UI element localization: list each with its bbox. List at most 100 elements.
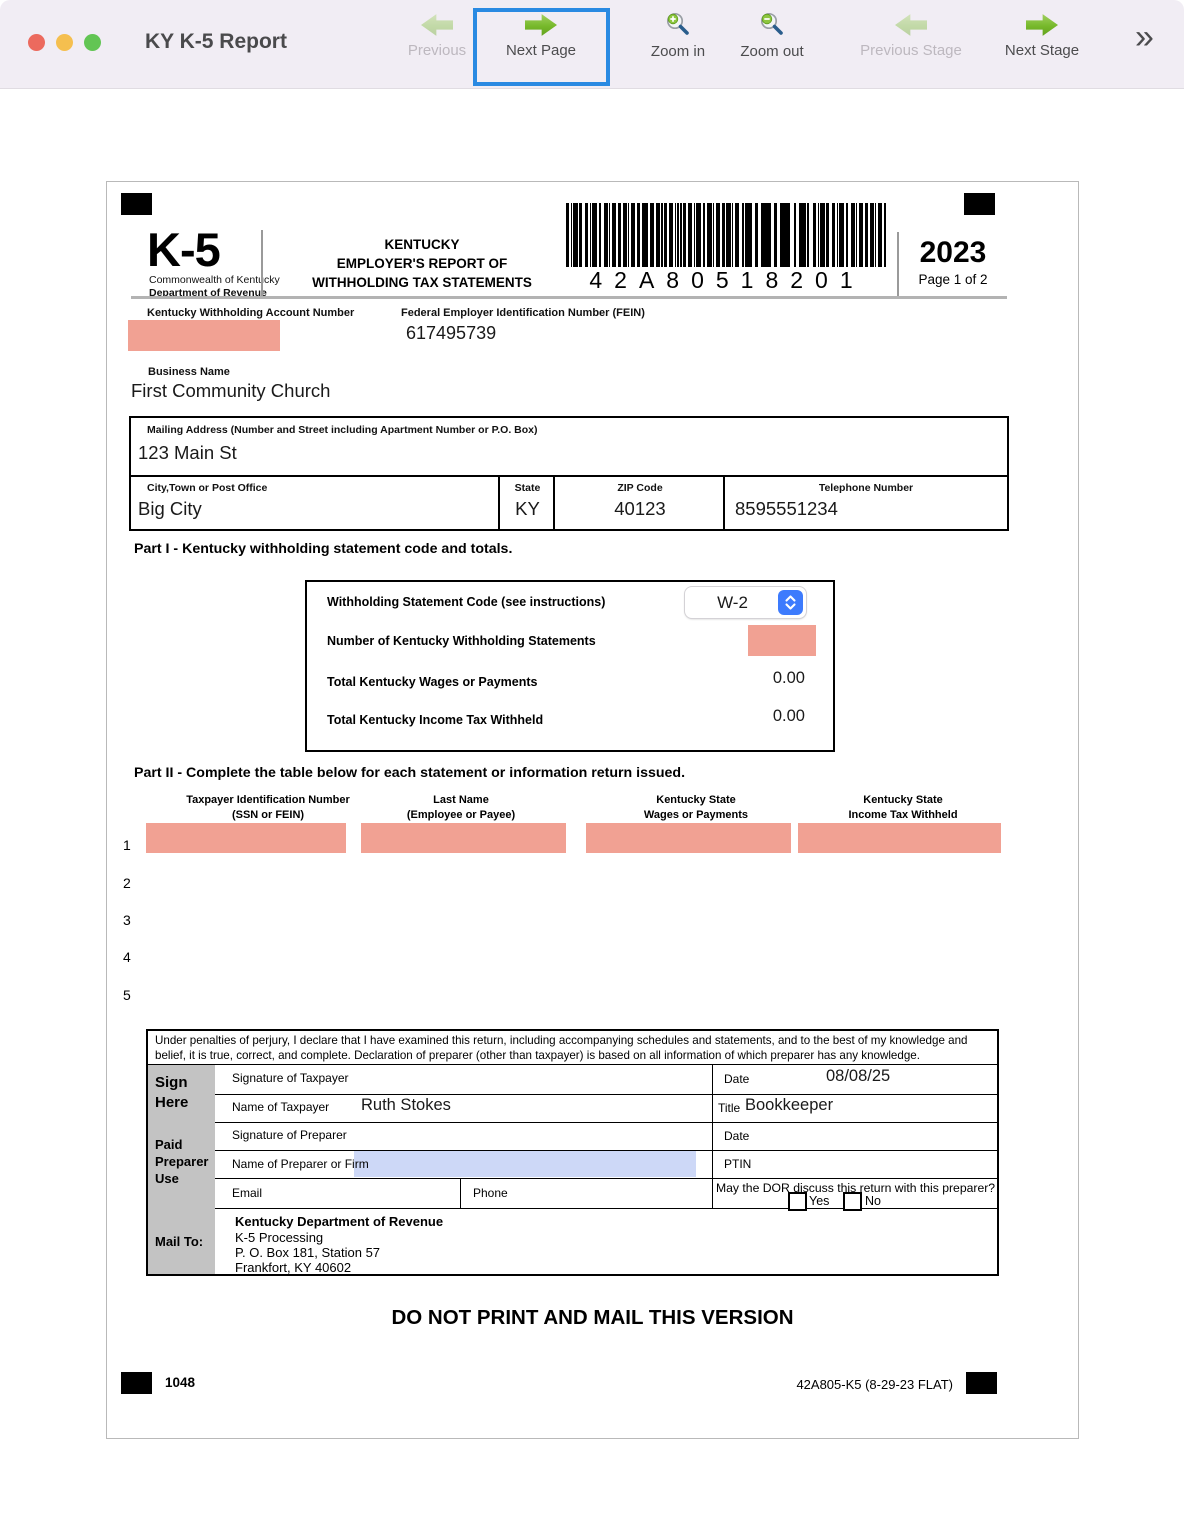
phone-value[interactable]: 8595551234 (735, 498, 838, 519)
part1-row3-label: Total Kentucky Wages or Payments (327, 675, 538, 689)
zoom-out-label: Zoom out (740, 43, 804, 60)
zoom-in-label: Zoom in (650, 43, 706, 60)
row1-ssn-field-redacted[interactable] (146, 823, 346, 853)
registration-mark (121, 1372, 152, 1394)
part2-col2-header: Last Name (Employee or Payee) (406, 794, 516, 821)
sign-here-label: Sign Here (155, 1074, 189, 1111)
row-divider (215, 1150, 997, 1151)
signature-box: Under penalties of perjury, I declare th… (146, 1029, 999, 1276)
zip-value[interactable]: 40123 (614, 498, 666, 519)
previous-page-label: Previous (407, 42, 467, 59)
city-label: City,Town or Post Office (147, 482, 268, 494)
minimize-button[interactable] (56, 34, 73, 51)
zoom-in-button[interactable]: Zoom in (628, 0, 728, 88)
name-of-taxpayer-label: Name of Taxpayer (232, 1100, 330, 1114)
mailing-address-value[interactable]: 123 Main St (138, 442, 237, 463)
statement-code-select[interactable]: W-2 (685, 587, 806, 618)
arrow-left-icon (421, 14, 453, 36)
row1-lastname-field-redacted[interactable] (361, 823, 566, 853)
mailing-address-label: Mailing Address (Number and Street inclu… (147, 424, 538, 436)
row-number: 4 (123, 949, 131, 965)
email-label: Email (232, 1186, 263, 1200)
total-wages-value[interactable]: 0.00 (772, 669, 805, 687)
next-page-button[interactable]: Next Page (486, 0, 596, 88)
date-label: Date (724, 1072, 750, 1086)
close-button[interactable] (28, 34, 45, 51)
city-value[interactable]: Big City (138, 498, 202, 519)
signature-of-preparer-label: Signature of Preparer (232, 1128, 347, 1142)
row-number: 2 (123, 875, 131, 891)
arrow-right-icon (525, 14, 557, 36)
row-divider (148, 1064, 997, 1065)
column-divider (712, 1064, 713, 1208)
previous-page-button[interactable]: Previous (382, 0, 492, 88)
form-title: KENTUCKY EMPLOYER'S REPORT OF WITHHOLDIN… (277, 235, 567, 292)
row1-wages-field-redacted[interactable] (586, 823, 791, 853)
row-divider (215, 1122, 997, 1123)
mail-address-line: Frankfort, KY 40602 (235, 1260, 352, 1275)
statement-count-field-redacted[interactable] (748, 625, 816, 656)
name-of-preparer-label: Name of Preparer or Firm (232, 1157, 369, 1171)
ptin-label: PTIN (724, 1157, 752, 1171)
arrow-right-icon (1026, 14, 1058, 36)
row-divider (215, 1178, 997, 1179)
preparer-name-input-highlighted[interactable] (354, 1151, 696, 1177)
form-title-line1: KENTUCKY (384, 237, 460, 252)
title-value[interactable]: Bookkeeper (745, 1096, 834, 1114)
header-divider (261, 230, 263, 296)
footer-code-right: 42A805-K5 (8-29-23 FLAT) (796, 1377, 953, 1392)
zip-cell: ZIP Code 40123 (553, 477, 725, 529)
toolbar-overflow-icon[interactable]: » (1135, 18, 1154, 56)
footer-code-left: 1048 (165, 1375, 196, 1390)
header-rule (131, 296, 1007, 299)
row-divider (215, 1094, 997, 1095)
row1-withheld-field-redacted[interactable] (798, 823, 1001, 853)
part2-col4-header: Kentucky State Income Tax Withheld (848, 794, 958, 821)
dor-yes-label: Yes (809, 1194, 830, 1208)
mail-address-line: P. O. Box 181, Station 57 (235, 1245, 381, 1260)
name-of-taxpayer-value[interactable]: Ruth Stokes (361, 1096, 451, 1114)
dor-yes-checkbox[interactable] (788, 1192, 807, 1211)
dor-no-checkbox[interactable] (843, 1192, 862, 1211)
part2-col1-header: Taxpayer Identification Number (SSN or FE… (186, 794, 350, 821)
form-title-line3: WITHHOLDING TAX STATEMENTS (312, 275, 532, 290)
barcode (566, 203, 886, 267)
registration-mark (964, 193, 995, 215)
previous-stage-button[interactable]: Previous Stage (846, 0, 976, 88)
next-stage-button[interactable]: Next Stage (982, 0, 1102, 88)
part1-row1-label: Withholding Statement Code (see instruct… (327, 595, 606, 609)
title-label: Title (718, 1101, 741, 1115)
signature-gray-column: Sign Here Paid Preparer Use Mail To: (148, 1064, 215, 1274)
do-not-print-warning: DO NOT PRINT AND MAIL THIS VERSION (391, 1306, 794, 1329)
row-number: 1 (123, 837, 131, 853)
account-number-label: Kentucky Withholding Account Number (147, 307, 355, 319)
row-number: 3 (123, 912, 131, 928)
zoom-in-icon (666, 12, 689, 35)
mail-address-line: K-5 Processing (235, 1230, 324, 1245)
perjury-statement: Under penalties of perjury, I declare th… (155, 1034, 968, 1062)
business-name-value[interactable]: First Community Church (131, 380, 331, 401)
page-indicator: Page 1 of 2 (918, 272, 988, 287)
account-number-field-redacted[interactable] (128, 320, 280, 351)
form-title-line2: EMPLOYER'S REPORT OF (336, 256, 508, 271)
form-year: 2023 (919, 236, 987, 269)
state-label: State (514, 482, 541, 494)
state-value[interactable]: KY (515, 498, 540, 519)
part2-col3-header: Kentucky State Wages or Payments (643, 794, 749, 821)
zoom-out-icon (760, 12, 783, 35)
fein-label: Federal Employer Identification Number (… (401, 307, 645, 319)
total-tax-withheld-value[interactable]: 0.00 (772, 707, 805, 725)
part1-row2-label: Number of Kentucky Withholding Statement… (327, 634, 596, 648)
select-stepper-icon[interactable] (778, 590, 803, 615)
k5-form-page: K-5 Commonwealth of Kentucky Department … (106, 181, 1079, 1439)
registration-mark (966, 1372, 997, 1394)
arrow-left-icon (895, 14, 927, 36)
fullscreen-button[interactable] (84, 34, 101, 51)
zoom-out-button[interactable]: Zoom out (722, 0, 822, 88)
mail-to-label: Mail To: (155, 1234, 204, 1249)
row-number: 5 (123, 987, 131, 1003)
date-value[interactable]: 08/08/25 (826, 1067, 891, 1085)
preparer-date-label: Date (724, 1129, 750, 1143)
fein-value[interactable]: 617495739 (406, 323, 497, 343)
address-box: Mailing Address (Number and Street inclu… (129, 416, 1009, 531)
